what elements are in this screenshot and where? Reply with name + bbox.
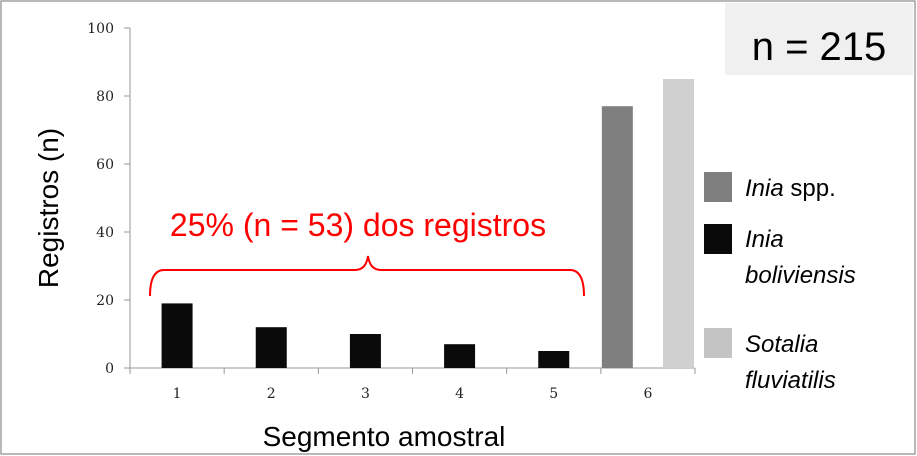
y-tick-label: 40	[96, 225, 114, 241]
y-tick-label: 60	[96, 157, 114, 173]
x-tick-label: 2	[267, 386, 276, 402]
x-tick-label: 6	[643, 386, 652, 402]
legend-entry-sotalia-fluviatilis-line1: Sotalia	[745, 331, 818, 358]
legend-entry-inia-boliviensis-line1: Inia	[745, 226, 784, 253]
bar-inia-boliviensis-5	[538, 351, 569, 368]
legend-swatch-inia-spp	[704, 172, 732, 202]
x-tick-label: 5	[549, 386, 558, 402]
sample-size-label: n = 215	[752, 25, 887, 69]
x-axis-title: Segmento amostral	[263, 421, 506, 452]
legend-entry-sotalia-fluviatilis-line2: fluviatilis	[745, 367, 836, 394]
y-tick-label: 100	[87, 21, 114, 37]
bar-inia-spp--6	[602, 106, 633, 368]
annotation-label: 25% (n = 53) dos registros	[170, 207, 546, 243]
bar-inia-boliviensis-2	[256, 327, 287, 368]
legend-entry-inia-boliviensis-line2: boliviensis	[745, 262, 856, 289]
legend-entry-inia-spp: Inia spp.	[745, 175, 836, 202]
legend-swatch-sotalia-fluviatilis	[704, 328, 732, 358]
legend-swatch-inia-boliviensis	[704, 224, 732, 254]
y-tick-label: 80	[96, 89, 114, 105]
y-tick-label: 0	[105, 361, 114, 377]
y-tick-label: 20	[96, 293, 114, 309]
bar-sotalia-fluviatilis-6	[663, 79, 694, 368]
bar-inia-boliviensis-3	[350, 334, 381, 368]
bar-inia-boliviensis-1	[162, 303, 193, 368]
x-tick-label: 3	[361, 386, 370, 402]
y-axis-title: Registros (n)	[33, 128, 64, 288]
x-tick-label: 1	[173, 386, 182, 402]
x-tick-label: 4	[455, 386, 464, 402]
bar-inia-boliviensis-4	[444, 344, 475, 368]
